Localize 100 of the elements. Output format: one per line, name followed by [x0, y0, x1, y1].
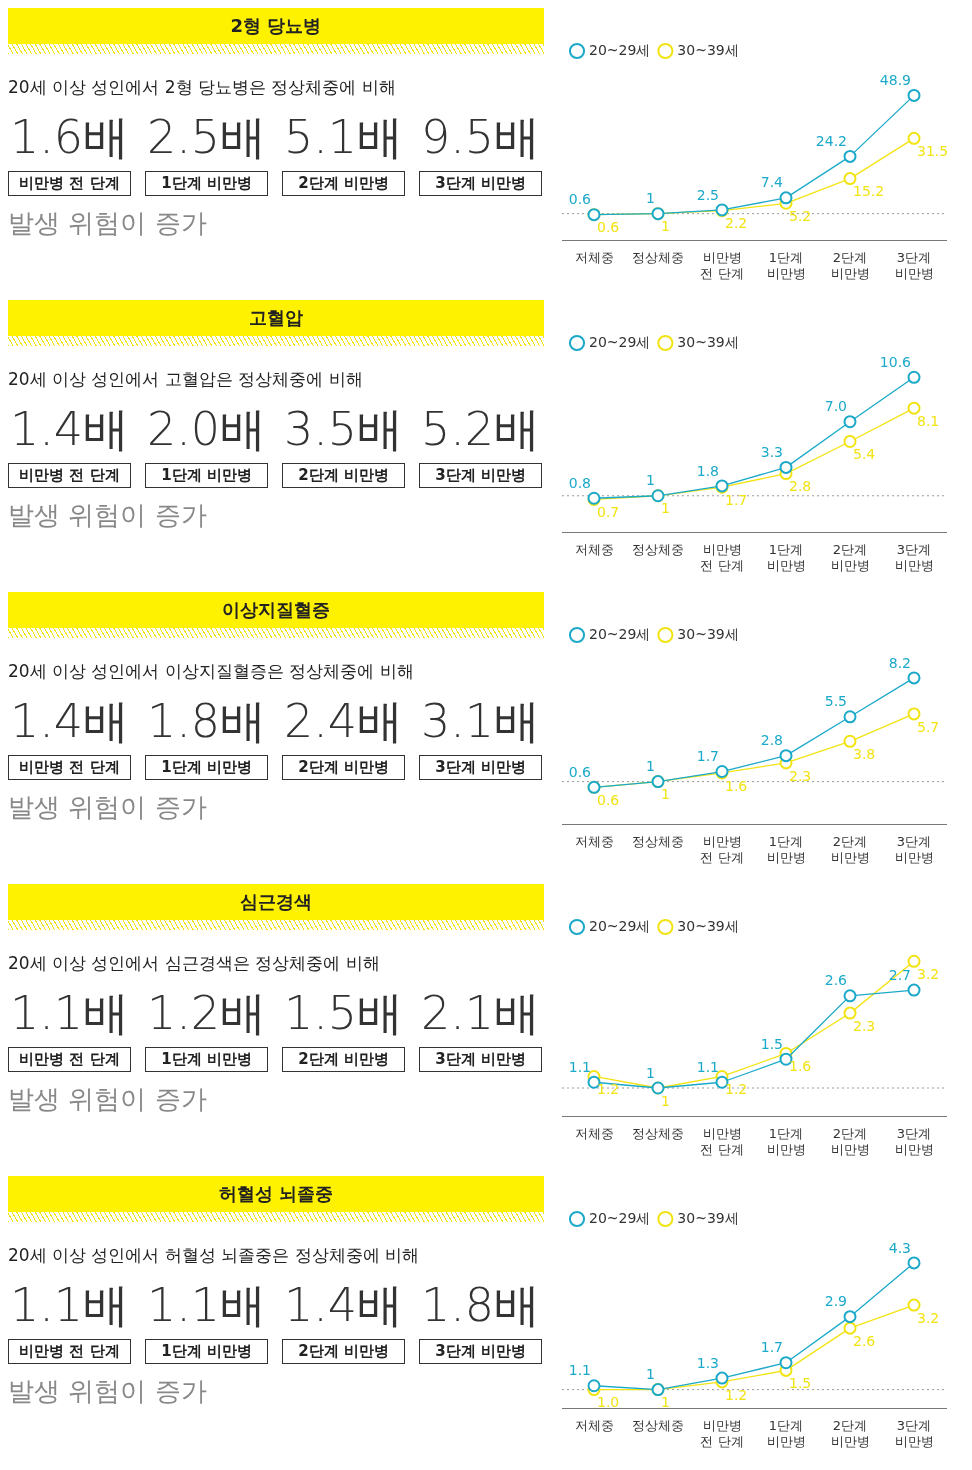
- x-tick-label: 저체중: [574, 541, 614, 557]
- data-label: 8.1: [917, 412, 940, 429]
- x-tick-label: 정상체중: [632, 833, 684, 849]
- category-label: 3단계 비만병: [419, 171, 542, 196]
- legend-label: 30~39세: [677, 1209, 739, 1226]
- data-label: 1.2: [725, 1386, 748, 1403]
- text: 1.4배: [283, 1278, 404, 1332]
- data-label: 1: [661, 218, 670, 235]
- text: 1.4배: [9, 694, 130, 748]
- text: 발생 위험이 증가: [8, 499, 208, 532]
- x-tick-label: 2단계 비만병: [830, 833, 870, 865]
- data-label: 2.9: [824, 1293, 847, 1310]
- x-tick-label: 저체중: [574, 1417, 614, 1433]
- category-label: 2단계 비만병: [282, 1339, 405, 1364]
- data-label: 3.8: [853, 745, 876, 762]
- text: 심근경색: [8, 884, 544, 920]
- text: 9.5배: [420, 110, 541, 164]
- text: 3.5배: [283, 402, 404, 456]
- data-label: 0.6: [568, 191, 592, 208]
- x-tick-label: 정상체중: [632, 249, 684, 265]
- text: 3.1배: [420, 694, 541, 748]
- text: 20세 이상 성인에서 허혈성 뇌졸중은 정상체중에 비해: [8, 1244, 421, 1267]
- data-label: 1.1: [696, 1058, 719, 1075]
- text: 1.8배: [420, 1278, 541, 1332]
- text: 2.1배: [420, 986, 541, 1040]
- x-tick-label: 3단계 비만병: [894, 833, 934, 865]
- category-label: 1단계 비만병: [145, 755, 268, 780]
- category-label: 비만병 전 단계: [8, 463, 131, 488]
- data-label: 1.2: [725, 1081, 748, 1098]
- data-label: 1: [646, 1064, 655, 1081]
- data-label: 0.6: [597, 219, 620, 236]
- data-label: 3.3: [760, 444, 783, 461]
- text: 고혈압: [8, 300, 544, 336]
- data-label: 15.2: [853, 183, 885, 200]
- text: 5.2배: [420, 402, 541, 456]
- legend-label: 20~29세: [589, 333, 651, 350]
- text: 1.6배: [9, 110, 130, 164]
- x-tick-label: 3단계 비만병: [894, 249, 934, 281]
- data-label: 5.5: [824, 693, 847, 710]
- data-label: 1: [661, 500, 670, 517]
- data-label: 5.2: [789, 207, 812, 224]
- data-label: 1.8: [696, 462, 719, 479]
- text: 발생 위험이 증가: [8, 791, 208, 824]
- category-label: 비만병 전 단계: [8, 1339, 131, 1364]
- text: 1.1배: [9, 1278, 130, 1332]
- category-label: 1단계 비만병: [145, 1339, 268, 1364]
- data-label: 3.2: [917, 965, 940, 982]
- category-label: 비만병 전 단계: [8, 755, 131, 780]
- text: 2.5배: [146, 110, 267, 164]
- x-tick-label: 1단계 비만병: [766, 833, 806, 865]
- data-label: 1: [661, 786, 670, 803]
- text: 20세 이상 성인에서 고혈압은 정상체중에 비해: [8, 368, 364, 391]
- category-label: 1단계 비만병: [145, 171, 268, 196]
- data-label: 3.2: [917, 1309, 940, 1326]
- data-label: 0.8: [568, 474, 591, 491]
- x-tick-label: 정상체중: [632, 1417, 684, 1433]
- category-label: 3단계 비만병: [419, 1047, 542, 1072]
- text: 1.8배: [146, 694, 267, 748]
- data-label: 31.5: [917, 142, 949, 159]
- data-label: 1: [661, 1394, 670, 1411]
- data-label: 7.4: [760, 174, 784, 191]
- category-label: 1단계 비만병: [145, 1047, 268, 1072]
- data-label: 1.1: [568, 1362, 591, 1379]
- x-tick-label: 비만병 전 단계: [700, 1125, 744, 1157]
- legend-label: 20~29세: [589, 625, 651, 642]
- data-label: 1.7: [725, 491, 748, 508]
- legend-label: 20~29세: [589, 917, 651, 934]
- text: 20세 이상 성인에서 2형 당뇨병은 정상체중에 비해: [8, 76, 397, 99]
- legend-label: 30~39세: [677, 41, 739, 58]
- data-label: 1.7: [696, 748, 719, 765]
- text: 허혈성 뇌졸중: [8, 1176, 544, 1212]
- legend-label: 30~39세: [677, 917, 739, 934]
- category-label: 2단계 비만병: [282, 463, 405, 488]
- x-tick-label: 정상체중: [632, 1125, 684, 1141]
- x-tick-label: 1단계 비만병: [766, 541, 806, 573]
- x-tick-label: 2단계 비만병: [830, 1417, 870, 1449]
- x-tick-label: 저체중: [574, 833, 614, 849]
- data-label: 4.3: [888, 1239, 911, 1256]
- x-tick-label: 3단계 비만병: [894, 1125, 934, 1157]
- data-label: 0.7: [597, 504, 620, 521]
- text: 1.1배: [9, 986, 130, 1040]
- data-label: 0.6: [597, 792, 620, 808]
- data-label: 1: [646, 758, 655, 775]
- category-label: 비만병 전 단계: [8, 1047, 131, 1072]
- x-tick-label: 비만병 전 단계: [700, 1417, 744, 1449]
- data-label: 1.7: [760, 1339, 783, 1356]
- x-tick-label: 1단계 비만병: [766, 249, 806, 281]
- x-tick-label: 3단계 비만병: [894, 541, 934, 573]
- text: 20세 이상 성인에서 이상지질혈증은 정상체중에 비해: [8, 660, 415, 683]
- data-label: 8.2: [888, 654, 911, 671]
- category-label: 3단계 비만병: [419, 1339, 542, 1364]
- data-label: 1.0: [597, 1394, 620, 1411]
- x-tick-label: 비만병 전 단계: [700, 541, 744, 573]
- text: 2.0배: [146, 402, 267, 456]
- data-label: 1.3: [696, 1354, 719, 1371]
- category-label: 2단계 비만병: [282, 755, 405, 780]
- data-label: 1.5: [760, 1035, 783, 1052]
- data-label: 2.3: [789, 767, 812, 784]
- data-label: 1.6: [725, 777, 748, 794]
- x-tick-label: 비만병 전 단계: [700, 833, 744, 865]
